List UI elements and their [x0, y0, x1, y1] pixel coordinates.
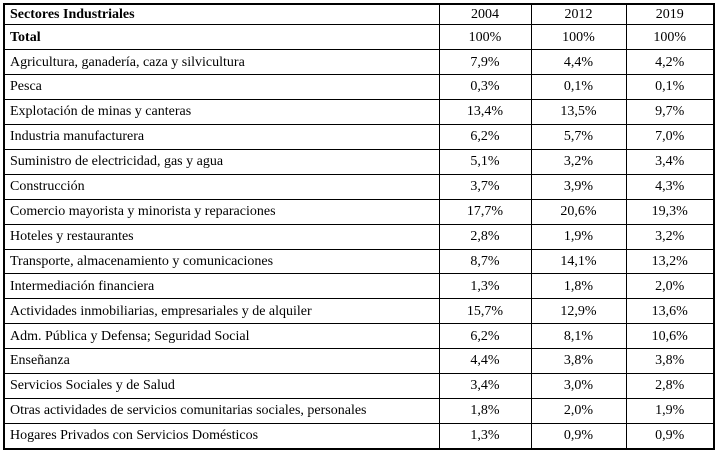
- value-cell-2012: 2,0%: [530, 397, 627, 424]
- sector-label-cell: Hoteles y restaurantes: [3, 223, 440, 250]
- value-cell-2004: 1,8%: [438, 397, 532, 424]
- value-cell-2004: 4,4%: [438, 348, 532, 375]
- sector-label-cell: Suministro de electricidad, gas y agua: [3, 148, 440, 175]
- header-sector-label: Sectores Industriales: [3, 3, 440, 26]
- value-cell-2004: 17,7%: [438, 198, 532, 225]
- sector-label-cell: Construcción: [3, 173, 440, 200]
- table-row: Enseñanza 4,4% 3,8% 3,8%: [3, 348, 715, 375]
- table-row: Otras actividades de servicios comunitar…: [3, 397, 715, 424]
- table-row: Adm. Pública y Defensa; Seguridad Social…: [3, 323, 715, 350]
- value-cell-2012: 3,9%: [530, 173, 627, 200]
- sector-label-cell: Intermediación financiera: [3, 273, 440, 300]
- value-cell-2019: 100%: [625, 24, 715, 51]
- sector-label-cell: Agricultura, ganadería, caza y silvicult…: [3, 49, 440, 76]
- value-cell-2019: 0,9%: [625, 422, 715, 450]
- sector-label-cell: Actividades inmobiliarias, empresariales…: [3, 298, 440, 325]
- value-cell-2019: 9,7%: [625, 99, 715, 126]
- value-cell-2004: 2,8%: [438, 223, 532, 250]
- header-year-2004: 2004: [438, 3, 532, 26]
- table-body: Total 100% 100% 100% Agricultura, ganadería,…: [3, 24, 715, 450]
- value-cell-2019: 3,4%: [625, 148, 715, 175]
- value-cell-2019: 13,6%: [625, 298, 715, 325]
- value-cell-2019: 10,6%: [625, 323, 715, 350]
- header-year-2012: 2012: [530, 3, 627, 26]
- value-cell-2004: 8,7%: [438, 248, 532, 275]
- sector-label-cell: Total: [3, 24, 440, 51]
- sector-label-cell: Industria manufacturera: [3, 124, 440, 150]
- value-cell-2012: 14,1%: [530, 248, 627, 275]
- sector-label-cell: Servicios Sociales y de Salud: [3, 373, 440, 399]
- value-cell-2019: 2,0%: [625, 273, 715, 300]
- value-cell-2004: 6,2%: [438, 323, 532, 350]
- value-cell-2012: 0,9%: [530, 422, 627, 450]
- value-cell-2004: 1,3%: [438, 273, 532, 300]
- value-cell-2004: 1,3%: [438, 422, 532, 450]
- value-cell-2004: 3,7%: [438, 173, 532, 200]
- sector-label-cell: Comercio mayorista y minorista y reparac…: [3, 198, 440, 225]
- value-cell-2012: 1,9%: [530, 223, 627, 250]
- table-header-row: Sectores Industriales 2004 2012 2019: [3, 3, 715, 26]
- value-cell-2012: 5,7%: [530, 124, 627, 150]
- table-row: Industria manufacturera 6,2% 5,7% 7,0%: [3, 124, 715, 150]
- table-row: Suministro de electricidad, gas y agua 5,…: [3, 148, 715, 175]
- value-cell-2019: 7,0%: [625, 124, 715, 150]
- value-cell-2019: 3,2%: [625, 223, 715, 250]
- value-cell-2012: 4,4%: [530, 49, 627, 76]
- table-row: Agricultura, ganadería, caza y silvicult…: [3, 49, 715, 76]
- value-cell-2012: 0,1%: [530, 74, 627, 101]
- table-row: Hogares Privados con Servicios Doméstico…: [3, 422, 715, 450]
- table-row: Total 100% 100% 100%: [3, 24, 715, 51]
- value-cell-2004: 5,1%: [438, 148, 532, 175]
- value-cell-2012: 3,0%: [530, 373, 627, 399]
- value-cell-2012: 3,8%: [530, 348, 627, 375]
- value-cell-2019: 19,3%: [625, 198, 715, 225]
- table-row: Pesca 0,3% 0,1% 0,1%: [3, 74, 715, 101]
- table-row: Hoteles y restaurantes 2,8% 1,9% 3,2%: [3, 223, 715, 250]
- table-row: Intermediación financiera 1,3% 1,8% 2,0%: [3, 273, 715, 300]
- value-cell-2019: 13,2%: [625, 248, 715, 275]
- value-cell-2004: 13,4%: [438, 99, 532, 126]
- value-cell-2019: 2,8%: [625, 373, 715, 399]
- value-cell-2019: 3,8%: [625, 348, 715, 375]
- sector-label-cell: Hogares Privados con Servicios Doméstico…: [3, 422, 440, 450]
- sector-label-cell: Explotación de minas y canteras: [3, 99, 440, 126]
- value-cell-2004: 100%: [438, 24, 532, 51]
- value-cell-2004: 6,2%: [438, 124, 532, 150]
- table-row: Explotación de minas y canteras 13,4% 13,5…: [3, 99, 715, 126]
- value-cell-2019: 4,2%: [625, 49, 715, 76]
- header-year-2019: 2019: [625, 3, 715, 26]
- table-row: Actividades inmobiliarias, empresariales…: [3, 298, 715, 325]
- value-cell-2019: 0,1%: [625, 74, 715, 101]
- value-cell-2004: 15,7%: [438, 298, 532, 325]
- industrial-sectors-table: Sectores Industriales 2004 2012 2019 Tot…: [3, 3, 715, 450]
- value-cell-2019: 1,9%: [625, 397, 715, 424]
- sector-label-cell: Transporte, almacenamiento y comunicacio…: [3, 248, 440, 275]
- value-cell-2012: 20,6%: [530, 198, 627, 225]
- value-cell-2012: 13,5%: [530, 99, 627, 126]
- value-cell-2012: 8,1%: [530, 323, 627, 350]
- sector-label-cell: Adm. Pública y Defensa; Seguridad Social: [3, 323, 440, 350]
- value-cell-2004: 3,4%: [438, 373, 532, 399]
- table-row: Comercio mayorista y minorista y reparac…: [3, 198, 715, 225]
- value-cell-2012: 3,2%: [530, 148, 627, 175]
- sector-label-cell: Pesca: [3, 74, 440, 101]
- table-row: Servicios Sociales y de Salud 3,4% 3,0% 2,8…: [3, 373, 715, 399]
- value-cell-2012: 1,8%: [530, 273, 627, 300]
- table-row: Construcción 3,7% 3,9% 4,3%: [3, 173, 715, 200]
- value-cell-2004: 7,9%: [438, 49, 532, 76]
- value-cell-2012: 100%: [530, 24, 627, 51]
- value-cell-2012: 12,9%: [530, 298, 627, 325]
- sector-label-cell: Otras actividades de servicios comunitar…: [3, 397, 440, 424]
- value-cell-2019: 4,3%: [625, 173, 715, 200]
- table-row: Transporte, almacenamiento y comunicacio…: [3, 248, 715, 275]
- value-cell-2004: 0,3%: [438, 74, 532, 101]
- sector-label-cell: Enseñanza: [3, 348, 440, 375]
